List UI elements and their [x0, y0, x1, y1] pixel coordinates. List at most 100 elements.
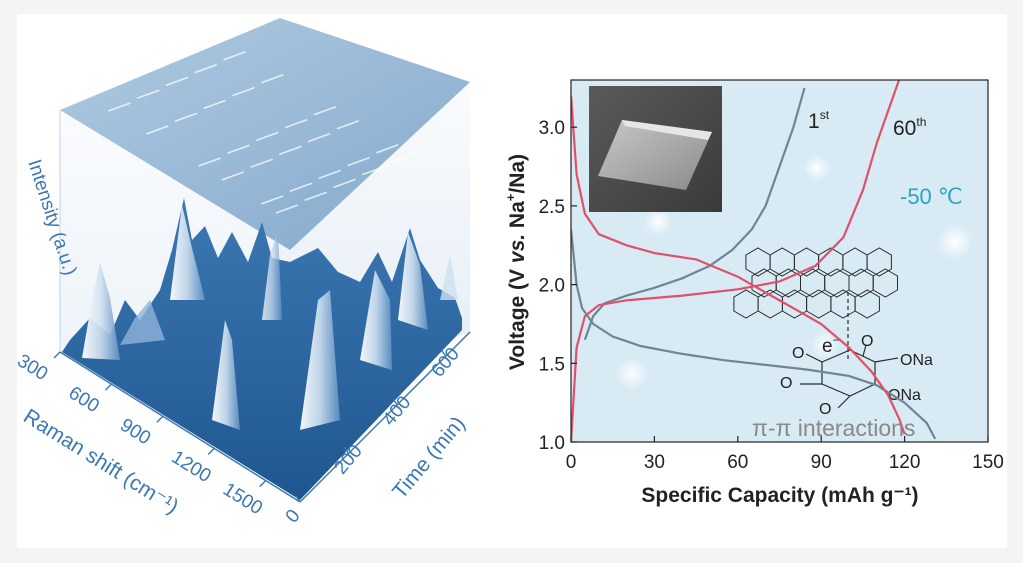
- peak-band-5: [300, 290, 340, 430]
- time-tick-mark: [441, 349, 447, 357]
- y-tick-label: 1.0: [539, 433, 565, 454]
- peak-band-7: [398, 232, 428, 330]
- peak-band-4: [262, 230, 282, 320]
- series-label-60th: 60th: [893, 115, 926, 140]
- graphene-sketch: [733, 247, 898, 319]
- y-axis-line: [299, 331, 471, 503]
- ridge-1: [120, 300, 165, 345]
- projection-streak: [136, 89, 160, 99]
- projection-streak: [376, 144, 399, 154]
- projection-streak: [289, 182, 313, 192]
- y-axis-title: Voltage (V vs. Na+/Na): [503, 154, 529, 370]
- y-tick-label: 1.5: [539, 354, 565, 375]
- raman-tick-mark: [156, 415, 164, 423]
- projection-streak: [304, 191, 328, 201]
- projection-streak: [232, 86, 255, 97]
- projection-streak: [313, 106, 337, 116]
- projection-streak: [362, 165, 385, 176]
- inset-micrograph: [589, 86, 722, 212]
- bond-1: [805, 353, 823, 363]
- series-label-1st: 1st: [808, 108, 830, 133]
- projection-streak: [284, 118, 308, 129]
- series-60th-charge-curve: [571, 80, 901, 442]
- time-tick-mark: [343, 447, 350, 454]
- ridge-2: [440, 255, 458, 300]
- time-tick-mark: [392, 398, 398, 406]
- projection-streak: [223, 51, 246, 61]
- projection-streak: [261, 74, 284, 84]
- bond-3: [837, 395, 851, 409]
- projection-streak: [108, 102, 131, 112]
- y-tick-label: 3.0: [539, 118, 565, 139]
- x-axis-title: Specific Capacity (mAh g⁻¹): [641, 484, 918, 507]
- projection-streak: [336, 120, 360, 130]
- bond-5: [874, 357, 899, 363]
- hexagon-cell: [866, 247, 892, 277]
- projection-streak: [307, 132, 331, 143]
- surface-body: [62, 198, 462, 500]
- y-tick-label: 2.0: [539, 276, 565, 297]
- ona-label-1: ONa: [900, 352, 933, 369]
- projection-streak: [390, 153, 414, 163]
- top-projection-plane: [60, 18, 470, 250]
- temperature-label: -50 ℃: [900, 184, 963, 209]
- x-tick-label: 0: [566, 452, 577, 473]
- oxygen-label-4: O: [861, 333, 873, 350]
- plot-border: [570, 79, 989, 443]
- raman-tick-mark: [207, 447, 215, 455]
- projection-streak: [333, 178, 356, 189]
- series-60th-discharge-curve: [571, 95, 906, 435]
- raman-tick-mark: [104, 383, 112, 391]
- hexagon-cell: [872, 268, 898, 298]
- projection-streak: [279, 145, 302, 156]
- snowflake-3: [937, 224, 973, 260]
- voltage-chart: e− O O O O ONa ONa 0 30 60 90 120 150 1.0 1.5 2.…: [503, 79, 1004, 507]
- x-tick-label: 90: [811, 452, 832, 473]
- electron-label: e−: [822, 333, 840, 357]
- oxygen-label-2: O: [780, 375, 792, 392]
- projection-streak: [347, 156, 370, 167]
- x-tick-label: 120: [889, 452, 921, 473]
- peak-band-3: [212, 320, 240, 430]
- projection-streak: [194, 63, 218, 74]
- projection-streak: [221, 171, 244, 181]
- snowflake-5: [811, 331, 839, 359]
- projection-streak: [198, 157, 221, 167]
- peak-band-6: [360, 270, 392, 370]
- crystal-edge: [622, 120, 712, 140]
- oxygen-label-3: O: [819, 401, 831, 418]
- bond-4: [862, 344, 867, 357]
- crystal: [598, 120, 712, 190]
- curves: [571, 80, 937, 442]
- projection-streak: [260, 195, 284, 205]
- x-tick-label: 30: [644, 452, 665, 473]
- peak-band-2: [170, 205, 205, 300]
- snowflake-2: [804, 155, 830, 181]
- projection-streak: [318, 169, 342, 180]
- projection-streak: [145, 125, 169, 135]
- x-tick-label: 150: [972, 452, 1004, 473]
- y-tick-label: 2.5: [539, 197, 565, 218]
- interaction-label: π-π interactions: [752, 415, 915, 441]
- peak-band-1: [82, 262, 120, 360]
- ona-label-2: ONa: [888, 387, 921, 404]
- x-axis-line: [59, 351, 301, 503]
- series-1st-discharge-curve: [571, 229, 937, 440]
- x-tick-label: 60: [727, 452, 748, 473]
- projection-streak: [250, 158, 273, 168]
- projection-streak: [165, 76, 189, 87]
- hexagon-cell: [854, 289, 880, 319]
- time-tick-mark: [295, 495, 301, 503]
- projection-streak: [203, 99, 227, 110]
- axis-ticks: 0 30 60 90 120 150 1.0 1.5 2.0 2.5 3.0: [539, 118, 1004, 473]
- oxygen-label-1: O: [792, 345, 804, 362]
- snowflake-1: [644, 208, 672, 236]
- raman-tick-mark: [53, 351, 61, 359]
- projection-streak: [275, 204, 299, 214]
- raman-tick-mark: [259, 480, 267, 488]
- snowflake-4: [616, 358, 648, 390]
- projection-streak: [227, 144, 250, 154]
- projection-streak: [256, 131, 279, 142]
